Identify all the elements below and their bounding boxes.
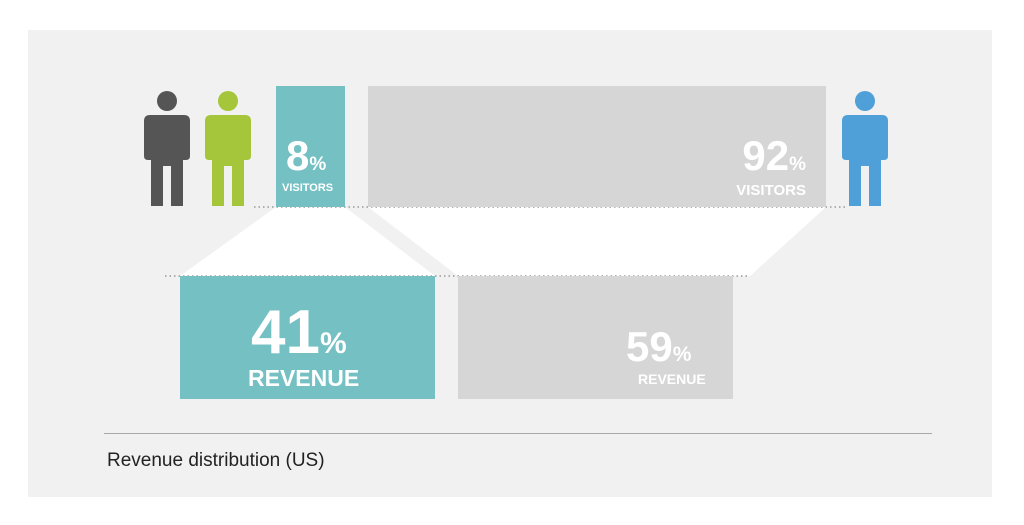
connector-small (180, 207, 435, 276)
visitors-large-number: 92 (742, 132, 790, 179)
visitors-small-label: VISITORS (282, 182, 334, 194)
infographic-panel: 8% VISITORS 92% VISITORS 41% REVENUE 59%… (28, 30, 992, 497)
revenue-small-label: REVENUE (248, 365, 360, 391)
revenue-small-value: 41% (251, 302, 347, 364)
person-blue-icon (842, 91, 888, 206)
person-dark-icon (144, 91, 190, 206)
revenue-large-value: 59% (626, 326, 691, 368)
revenue-large-block: 59% REVENUE (458, 276, 733, 399)
caption: Revenue distribution (US) (107, 450, 325, 471)
visitors-large-label: VISITORS (736, 182, 806, 199)
visitors-large-block: 92% VISITORS (368, 86, 826, 207)
caption-divider (104, 433, 932, 434)
visitors-small-block: 8% VISITORS (276, 86, 345, 207)
revenue-large-unit: % (672, 343, 692, 366)
person-green-icon (205, 91, 251, 206)
visitors-small-value: 8% (286, 135, 326, 177)
revenue-small-number: 41 (251, 298, 320, 367)
visitors-small-number: 8 (286, 132, 310, 179)
connector-large (368, 207, 826, 276)
visitors-large-value: 92% (742, 135, 806, 177)
revenue-large-label: REVENUE (638, 371, 706, 387)
visitors-large-unit: % (789, 154, 806, 175)
revenue-large-number: 59 (626, 323, 673, 370)
visitors-small-unit: % (309, 154, 327, 175)
revenue-small-unit: % (319, 327, 347, 360)
revenue-small-block: 41% REVENUE (180, 276, 435, 399)
